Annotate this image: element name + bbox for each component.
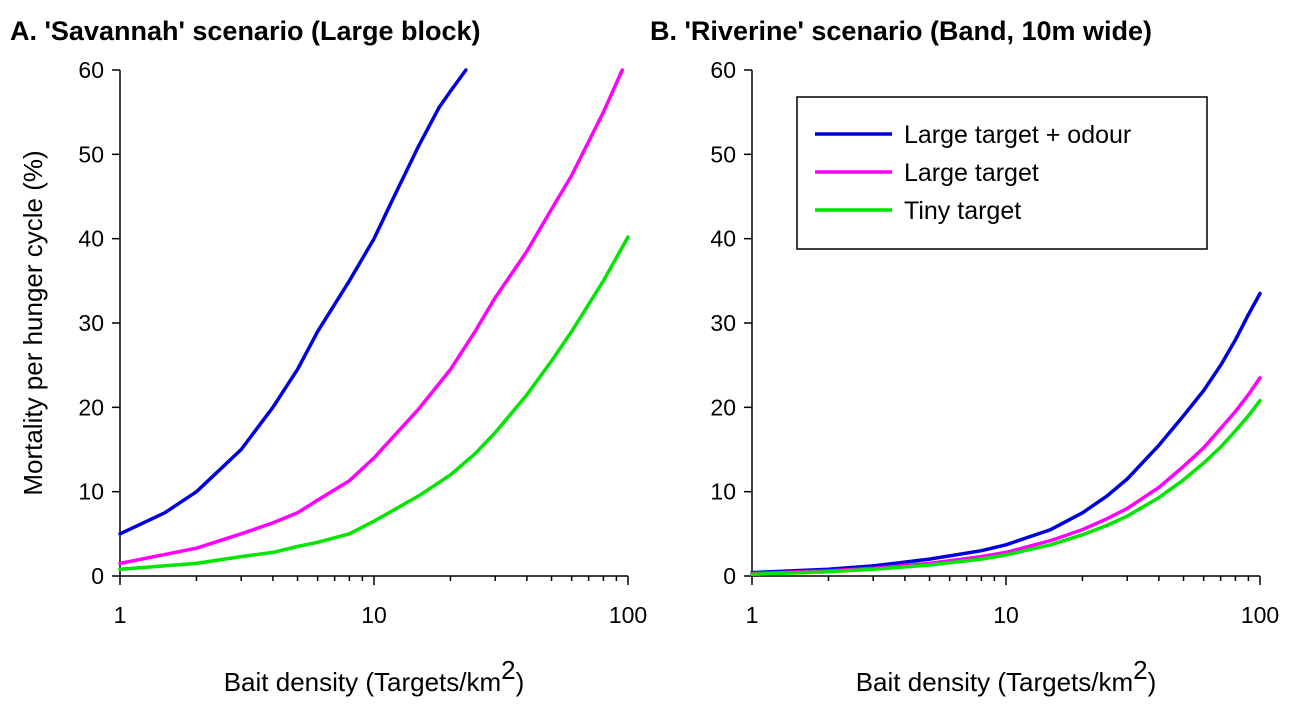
x-axis-label-main: Bait density (Targets/km (856, 667, 1133, 697)
y-tick-label: 0 (723, 563, 736, 589)
legend: Large target + odour Large target Tiny tar… (796, 96, 1208, 250)
y-tick-label: 10 (78, 479, 104, 505)
x-axis-label-close: ) (516, 667, 525, 697)
series-line-large-target-odour (118, 68, 468, 536)
y-tick-label: 10 (710, 479, 736, 505)
y-tick-label: 40 (78, 226, 104, 252)
x-tick-label: 100 (1241, 602, 1279, 628)
x-axis-label-superscript: 2 (1133, 655, 1147, 685)
x-axis-label-close: ) (1148, 667, 1157, 697)
legend-label: Large target (904, 159, 1039, 187)
series-line-large-target (118, 68, 625, 566)
x-axis-label-superscript: 2 (501, 655, 515, 685)
series-line-tiny-target (750, 398, 1262, 577)
y-tick-label: 0 (91, 563, 104, 589)
x-tick-label: 10 (993, 602, 1019, 628)
y-tick-label: 50 (710, 141, 736, 167)
x-tick-label: 10 (361, 602, 387, 628)
y-tick-label: 60 (710, 57, 736, 83)
y-tick-label: 30 (710, 310, 736, 336)
y-tick-label: 20 (78, 394, 104, 420)
x-axis-label-main: Bait density (Targets/km (224, 667, 501, 697)
x-axis-label: Bait density (Targets/km2) (224, 655, 525, 697)
x-tick-label: 100 (609, 602, 647, 628)
y-axis-label: Mortality per hunger cycle (%) (18, 150, 48, 495)
chart-panel-b: B. 'Riverine' scenario (Band, 10m wide) 0… (650, 16, 1279, 697)
y-tick-label: 60 (78, 57, 104, 83)
x-axis-label: Bait density (Targets/km2) (856, 655, 1157, 697)
panel-title: A. 'Savannah' scenario (Large block) (10, 16, 480, 46)
panel-title: B. 'Riverine' scenario (Band, 10m wide) (650, 16, 1152, 46)
y-tick-label: 20 (710, 394, 736, 420)
y-tick-label: 40 (710, 226, 736, 252)
legend-label: Tiny target (904, 197, 1021, 225)
chart-panel-a: A. 'Savannah' scenario (Large block) 0 10 2… (10, 16, 647, 697)
legend-label: Large target + odour (904, 121, 1131, 149)
y-tick-label: 30 (78, 310, 104, 336)
series-line-large-target-odour (750, 291, 1262, 575)
x-tick-label: 1 (746, 602, 759, 628)
series-line-tiny-target (118, 235, 630, 572)
x-tick-label: 1 (114, 602, 127, 628)
y-tick-label: 50 (78, 141, 104, 167)
